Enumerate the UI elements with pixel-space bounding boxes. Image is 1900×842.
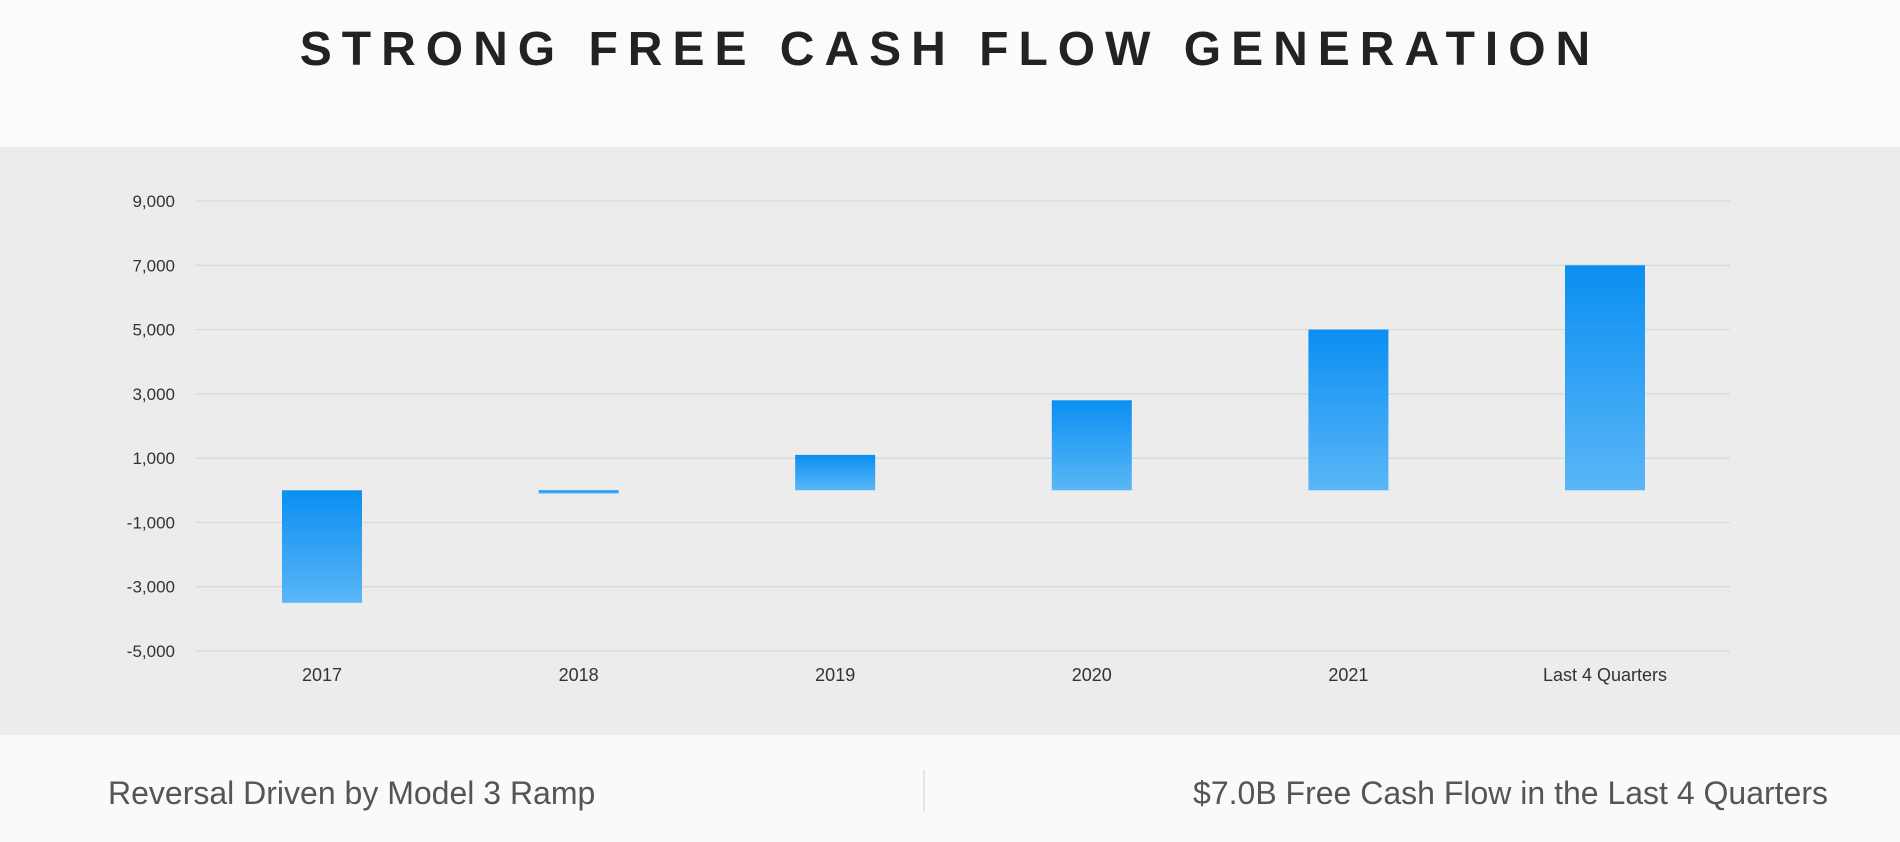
bar-2021 xyxy=(1308,329,1389,491)
bars xyxy=(282,265,1645,603)
footnote-left: Reversal Driven by Model 3 Ramp xyxy=(108,775,596,811)
y-tick-label: -3,000 xyxy=(127,578,175,597)
bar-last-4-quarters xyxy=(1565,265,1645,491)
y-tick-label: 1,000 xyxy=(132,449,175,468)
bar-chart: 9,000 7,000 5,000 3,000 1,000 -1,000 -3,000 -5,… xyxy=(127,192,1730,685)
y-axis-ticks: 9,000 7,000 5,000 3,000 1,000 -1,000 -3,000 -5,… xyxy=(127,192,175,661)
bar-2017 xyxy=(282,490,362,603)
y-tick-label: 7,000 xyxy=(132,256,175,275)
bar-2019 xyxy=(795,454,876,491)
bar-2020 xyxy=(1051,400,1132,491)
gridlines xyxy=(195,200,1730,652)
y-tick-label: 3,000 xyxy=(132,385,175,404)
y-tick-label: -1,000 xyxy=(127,513,175,532)
x-tick-label: 2017 xyxy=(302,665,342,685)
footnote-right: $7.0B Free Cash Flow in the Last 4 Quart… xyxy=(1193,775,1828,811)
x-tick-label: Last 4 Quarters xyxy=(1543,665,1667,685)
y-tick-label: 5,000 xyxy=(132,321,175,340)
x-tick-label: 2018 xyxy=(559,665,599,685)
y-tick-label: 9,000 xyxy=(132,192,175,211)
y-tick-label: -5,000 xyxy=(127,642,175,661)
x-tick-label: 2020 xyxy=(1072,665,1112,685)
footer: Reversal Driven by Model 3 Ramp $7.0B Fr… xyxy=(0,735,1900,842)
x-tick-label: 2019 xyxy=(815,665,855,685)
bar-2018 xyxy=(538,490,619,494)
page-title: STRONG FREE CASH FLOW GENERATION xyxy=(299,23,1601,76)
x-axis-ticks: 2017 2018 2019 2020 2021 Last 4 Quarters xyxy=(302,665,1667,685)
footer-divider xyxy=(923,770,925,812)
chart-panel: 9,000 7,000 5,000 3,000 1,000 -1,000 -3,000 -5,… xyxy=(0,147,1900,735)
x-tick-label: 2021 xyxy=(1328,665,1368,685)
